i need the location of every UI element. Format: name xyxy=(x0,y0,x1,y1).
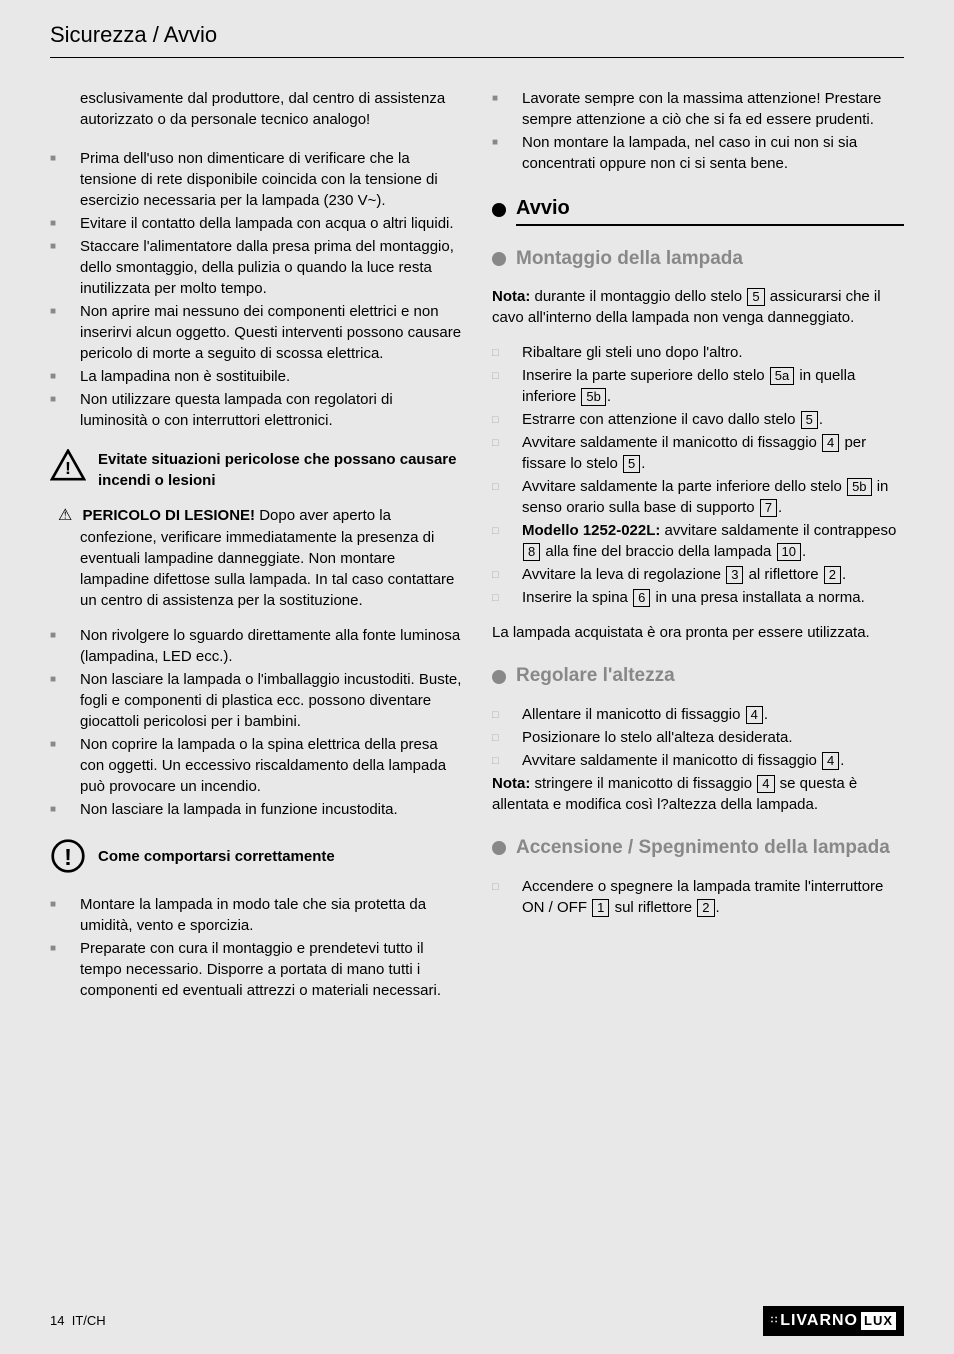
note-paragraph-2: Nota: stringere il manicotto di fissaggi… xyxy=(492,773,904,815)
list-item: Preparate con cura il montaggio e prende… xyxy=(50,938,462,1001)
list-item: Non aprire mai nessuno dei componenti el… xyxy=(50,301,462,364)
svg-text:!: ! xyxy=(65,458,71,478)
logo-dots-icon: ∷ xyxy=(771,1314,776,1328)
power-steps: Accendere o spegnere la lampada tramite … xyxy=(492,876,904,918)
step-item: Allentare il manicotto di fissaggio 4. xyxy=(492,704,904,725)
ref-box: 8 xyxy=(523,543,540,561)
note-paragraph: Nota: durante il montaggio dello stelo 5… xyxy=(492,286,904,328)
step-item: Avvitare saldamente il manicotto di fiss… xyxy=(492,750,904,771)
bullet-dot-icon xyxy=(492,841,506,855)
step-item: Posizionare lo stelo all'alteza desidera… xyxy=(492,727,904,748)
ready-text: La lampada acquistata è ora pronta per e… xyxy=(492,622,904,643)
warning-label: PERICOLO DI LESIONE! xyxy=(83,507,256,524)
page-number: 14 IT/CH xyxy=(50,1312,106,1330)
ref-box: 5 xyxy=(801,411,818,429)
left-column: esclusivamente dal produttore, dal centr… xyxy=(50,88,462,1019)
section-title: Avvio xyxy=(516,194,904,226)
page-header: Sicurezza / Avvio xyxy=(50,20,904,58)
subsection-title: Montaggio della lampada xyxy=(516,246,904,273)
ref-box: 5 xyxy=(623,455,640,473)
intro-text: esclusivamente dal produttore, dal centr… xyxy=(50,88,462,130)
ref-box: 1 xyxy=(592,899,609,917)
behavior-list: Montare la lampada in modo tale che sia … xyxy=(50,894,462,1001)
list-item: Non utilizzare questa lampada con regola… xyxy=(50,389,462,431)
step-item: Avvitare la leva di regolazione 3 al rif… xyxy=(492,564,904,585)
step-item: Inserire la spina 6 in una presa install… xyxy=(492,587,904,608)
step-item: Avvitare saldamente il manicotto di fiss… xyxy=(492,432,904,474)
list-item: Non lasciare la lampada in funzione incu… xyxy=(50,799,462,820)
brand-logo: ∷LIVARNOLUX xyxy=(763,1306,904,1336)
section-accensione: Accensione / Spegnimento della lampada xyxy=(492,835,904,862)
info-circle-icon: ! xyxy=(50,838,86,880)
ref-box: 2 xyxy=(697,899,714,917)
svg-text:!: ! xyxy=(64,844,72,870)
step-item: Inserire la parte superiore dello stelo … xyxy=(492,365,904,407)
subsection-title: Regolare l'altezza xyxy=(516,663,904,690)
warning-block: ! Evitate situazioni pericolose che poss… xyxy=(50,449,462,491)
injury-warning: PERICOLO DI LESIONE! Dopo aver aperto la… xyxy=(50,505,462,611)
list-item: Prima dell'uso non dimenticare di verifi… xyxy=(50,148,462,211)
list-item: Non montare la lampada, nel caso in cui … xyxy=(492,132,904,174)
safety-list-2: Non rivolgere lo sguardo direttamente al… xyxy=(50,625,462,820)
list-item: Montare la lampada in modo tale che sia … xyxy=(50,894,462,936)
ref-box: 3 xyxy=(726,566,743,584)
step-item: Modello 1252-022L: avvitare saldamente i… xyxy=(492,520,904,562)
assembly-steps: Ribaltare gli steli uno dopo l'altro. In… xyxy=(492,342,904,608)
list-item: Staccare l'alimentatore dalla presa prim… xyxy=(50,236,462,299)
ref-box: 5 xyxy=(747,288,764,306)
warning-title: Evitate situazioni pericolose che possan… xyxy=(98,449,462,491)
ref-box: 5b xyxy=(847,478,871,496)
step-item: Avvitare saldamente la parte inferiore d… xyxy=(492,476,904,518)
info-block: ! Come comportarsi correttamente xyxy=(50,838,462,880)
step-item: Accendere o spegnere la lampada tramite … xyxy=(492,876,904,918)
ref-box: 4 xyxy=(822,752,839,770)
ref-box: 4 xyxy=(757,775,774,793)
note-label: Nota: xyxy=(492,775,530,792)
list-item: Evitare il contatto della lampada con ac… xyxy=(50,213,462,234)
height-steps: Allentare il manicotto di fissaggio 4. P… xyxy=(492,704,904,771)
page-footer: 14 IT/CH ∷LIVARNOLUX xyxy=(50,1306,904,1336)
two-column-layout: esclusivamente dal produttore, dal centr… xyxy=(50,88,904,1019)
behavior-list-cont: Lavorate sempre con la massima attenzion… xyxy=(492,88,904,174)
warning-triangle-icon: ! xyxy=(50,449,86,487)
ref-box: 4 xyxy=(822,434,839,452)
section-montaggio: Montaggio della lampada xyxy=(492,246,904,273)
safety-list-1: Prima dell'uso non dimenticare di verifi… xyxy=(50,148,462,431)
ref-box: 5b xyxy=(581,388,605,406)
section-avvio: Avvio xyxy=(492,194,904,226)
list-item: Non lasciare la lampada o l'imballaggio … xyxy=(50,669,462,732)
bullet-dot-icon xyxy=(492,203,506,217)
ref-box: 10 xyxy=(777,543,801,561)
list-item: Non coprire la lampada o la spina elettr… xyxy=(50,734,462,797)
step-item: Ribaltare gli steli uno dopo l'altro. xyxy=(492,342,904,363)
ref-box: 7 xyxy=(760,499,777,517)
ref-box: 6 xyxy=(633,589,650,607)
ref-box: 5a xyxy=(770,367,794,385)
step-item: Estrarre con attenzione il cavo dallo st… xyxy=(492,409,904,430)
section-regolare: Regolare l'altezza xyxy=(492,663,904,690)
bullet-dot-icon xyxy=(492,252,506,266)
ref-box: 2 xyxy=(824,566,841,584)
list-item: La lampadina non è sostituibile. xyxy=(50,366,462,387)
manual-page: Sicurezza / Avvio esclusivamente dal pro… xyxy=(0,0,954,1039)
right-column: Lavorate sempre con la massima attenzion… xyxy=(492,88,904,1019)
ref-box: 4 xyxy=(746,706,763,724)
list-item: Lavorate sempre con la massima attenzion… xyxy=(492,88,904,130)
subsection-title: Accensione / Spegnimento della lampada xyxy=(516,835,904,862)
bullet-dot-icon xyxy=(492,670,506,684)
note-label: Nota: xyxy=(492,288,530,305)
info-title: Come comportarsi correttamente xyxy=(98,838,462,867)
list-item: Non rivolgere lo sguardo direttamente al… xyxy=(50,625,462,667)
